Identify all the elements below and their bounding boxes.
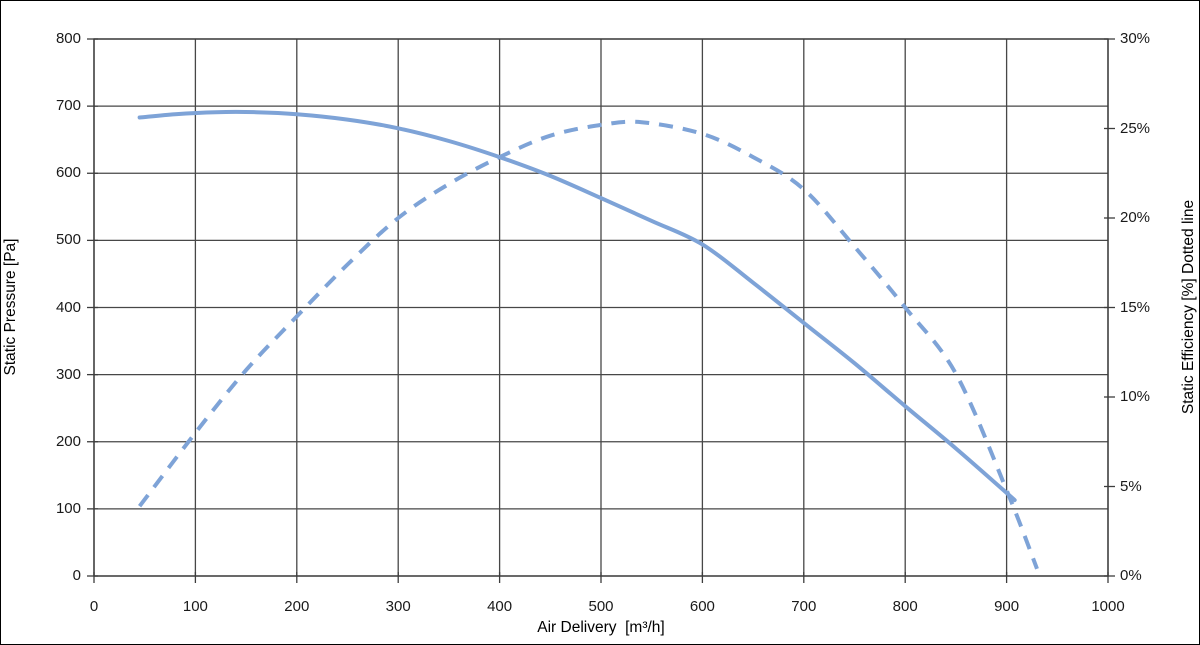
left-axis-ticks <box>87 38 98 577</box>
plot-frame <box>93 38 1109 577</box>
pressure-curve <box>137 109 1017 503</box>
x-axis-title: Air Delivery [m³/h] <box>537 619 665 636</box>
x-axis-ticks <box>93 572 1109 583</box>
right-axis-title: Static Efficiency [%] Dotted line <box>1180 199 1197 415</box>
left-axis-title: Static Pressure [Pa] <box>2 238 19 376</box>
right-axis-ticks <box>1104 38 1115 577</box>
efficiency-curve <box>138 119 1039 570</box>
